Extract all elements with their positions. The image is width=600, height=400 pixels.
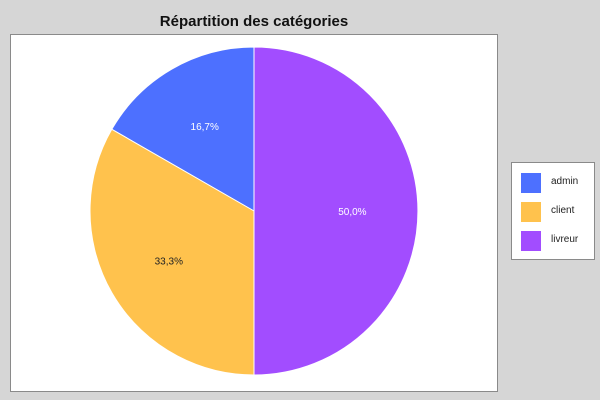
pie-chart: 16,7% 33,3% 50,0% xyxy=(89,46,419,376)
legend-swatch-livreur xyxy=(521,231,541,251)
slice-label-client: 33,3% xyxy=(155,256,183,267)
legend-item-livreur: livreur xyxy=(521,231,591,251)
legend-item-client: client xyxy=(521,202,591,222)
pie-slice-livreur xyxy=(253,46,419,376)
slice-label-livreur: 50,0% xyxy=(338,207,366,218)
legend-swatch-admin xyxy=(521,173,541,193)
legend-label-livreur: livreur xyxy=(551,234,579,245)
pie-slice-client xyxy=(89,128,255,376)
chart-title: Répartition des catégories xyxy=(159,13,349,30)
legend-swatch-client xyxy=(521,202,541,222)
slice-label-admin: 16,7% xyxy=(191,122,219,133)
legend-label-client: client xyxy=(551,205,575,216)
legend: admin client livreur xyxy=(511,162,595,260)
legend-label-admin: admin xyxy=(551,176,579,187)
legend-item-admin: admin xyxy=(521,173,591,193)
plot-area: 16,7% 33,3% 50,0% xyxy=(10,34,498,392)
pie-slice-admin xyxy=(111,46,255,212)
